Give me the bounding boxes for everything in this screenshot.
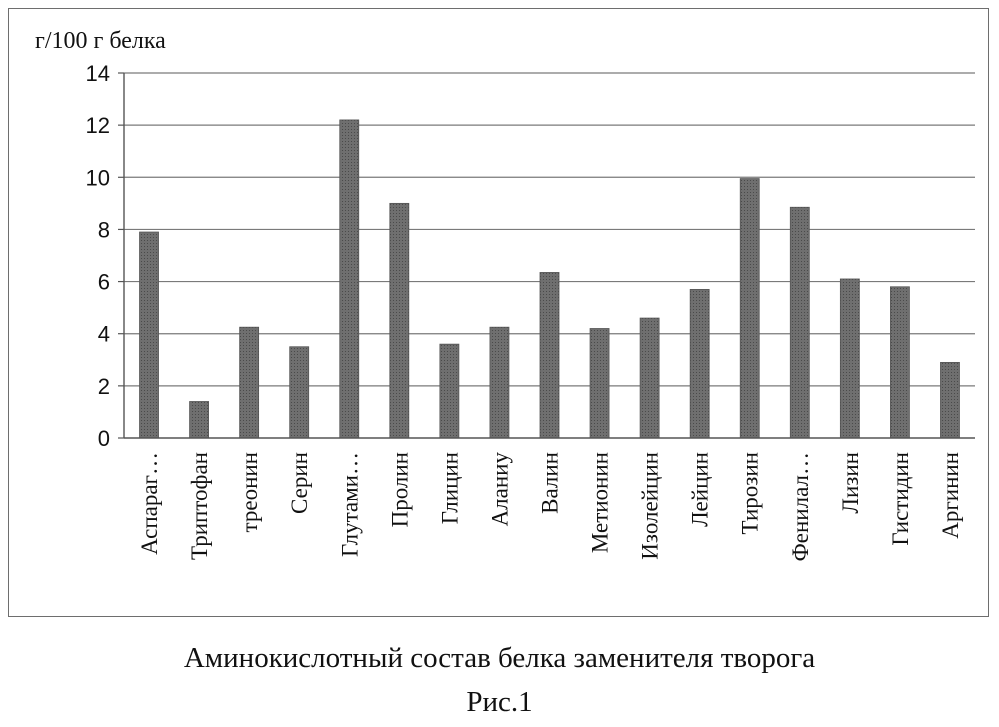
bar xyxy=(790,207,809,438)
y-tick-label: 12 xyxy=(86,113,110,138)
x-tick-label: Изолейцин xyxy=(638,452,663,560)
bars xyxy=(140,120,960,438)
bar xyxy=(590,329,609,439)
x-tick-label: Глутами… xyxy=(337,452,362,557)
bar xyxy=(340,120,359,438)
bar xyxy=(190,402,209,439)
x-tick-label: Пролин xyxy=(387,452,412,527)
x-tick-label: Аргинин xyxy=(938,452,963,539)
bar xyxy=(840,279,859,438)
bar xyxy=(940,362,959,438)
x-tick-label: треонин xyxy=(237,452,262,532)
x-tick-label: Глицин xyxy=(437,452,462,524)
x-tick-labels: Аспараг… Триптофан треонин Серин Глутами… Про… xyxy=(137,452,963,562)
x-tick-label: Метионин xyxy=(588,452,613,553)
x-tick-label: Аланиу xyxy=(487,452,512,527)
figure-number: Рис.1 xyxy=(0,686,999,719)
bar xyxy=(440,344,459,438)
x-tick-label: Лизин xyxy=(838,452,863,514)
figure-caption-title: Аминокислотный состав белка заменителя т… xyxy=(0,642,999,675)
x-tick-label: Тирозин xyxy=(738,452,763,535)
bar xyxy=(690,289,709,438)
y-tick-labels: 0 2 4 6 8 10 12 14 xyxy=(86,61,110,451)
y-tick-label: 4 xyxy=(98,322,110,347)
bar xyxy=(240,327,259,438)
bar xyxy=(640,318,659,438)
y-tick-label: 6 xyxy=(98,270,110,295)
y-tick-label: 2 xyxy=(98,374,110,399)
bar xyxy=(140,232,159,438)
bar xyxy=(390,203,409,438)
y-tick-label: 0 xyxy=(98,426,110,451)
x-tick-label: Серин xyxy=(287,452,312,514)
bar xyxy=(490,327,509,438)
x-tick-label: Гистидин xyxy=(888,452,913,546)
x-tick-label: Аспараг… xyxy=(137,452,162,555)
x-tick-label: Фенилал… xyxy=(788,452,813,561)
y-tick-label: 14 xyxy=(86,61,110,86)
y-tick-label: 8 xyxy=(98,217,110,242)
y-tick-label: 10 xyxy=(86,165,110,190)
x-tick-label: Лейцин xyxy=(688,452,713,527)
bar xyxy=(540,272,559,438)
bar xyxy=(890,287,909,438)
x-tick-label: Валин xyxy=(538,452,563,514)
bar xyxy=(290,347,309,438)
x-tick-label: Триптофан xyxy=(187,452,212,560)
bar xyxy=(740,179,759,438)
